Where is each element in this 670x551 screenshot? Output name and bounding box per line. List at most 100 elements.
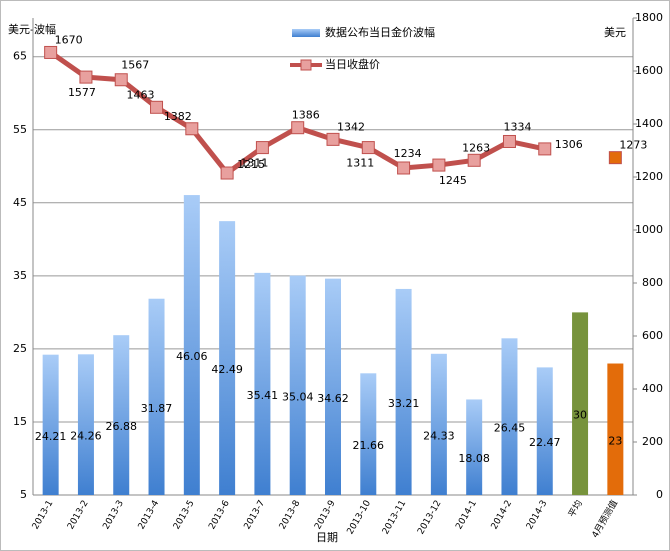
line-marker <box>326 132 340 146</box>
bar <box>77 354 94 495</box>
bar-label: 33.21 <box>388 397 420 410</box>
y2-tick-label: 1600 <box>635 64 663 77</box>
line-label: 1386 <box>292 109 320 122</box>
bar <box>325 278 341 495</box>
bar-label: 26.45 <box>494 422 526 435</box>
bar-label: 31.87 <box>141 402 173 415</box>
bar-label: 24.33 <box>423 429 455 442</box>
y2-tick-label: 0 <box>656 488 663 501</box>
y2-tick-label: 1200 <box>635 170 663 183</box>
y2-tick-label: 800 <box>642 276 663 289</box>
x-tick-label: 2013-4 <box>137 499 162 532</box>
bar <box>254 272 271 495</box>
bar-label: 23 <box>608 434 622 447</box>
line-marker <box>502 134 516 148</box>
bar <box>219 221 236 495</box>
bar <box>289 275 306 495</box>
bar <box>572 312 589 495</box>
x-tick-label: 2013-5 <box>172 499 197 532</box>
line-marker <box>467 153 481 167</box>
bar <box>607 363 624 495</box>
x-tick-label: 4月预测值 <box>589 498 620 540</box>
bar-label: 30 <box>573 409 587 422</box>
x-tick-label: 2014-2 <box>490 499 515 532</box>
x-tick-label: 2013-11 <box>381 499 408 537</box>
x-tick-label: 2013-1 <box>31 499 56 532</box>
bar-label: 24.26 <box>70 430 102 443</box>
bar <box>42 354 59 495</box>
line-marker <box>291 121 305 135</box>
bar-label: 24.21 <box>35 430 67 443</box>
x-tick-label: 平均 <box>565 498 584 520</box>
line-label: 1463 <box>127 88 155 101</box>
bar-label: 18.08 <box>458 452 490 465</box>
y2-tick-label: 600 <box>642 329 663 342</box>
line-label: 1263 <box>462 141 490 154</box>
x-tick-label: 2013-10 <box>346 499 374 537</box>
y-tick-label: 65 <box>13 50 27 63</box>
line-label: 1245 <box>439 174 467 187</box>
x-tick-label: 2014-1 <box>454 499 479 532</box>
y2-tick-label: 1000 <box>635 223 663 236</box>
x-tick-label: 2013-9 <box>313 499 338 532</box>
line-label: 1234 <box>394 147 422 160</box>
line-label: 1215 <box>237 158 265 171</box>
bar-label: 21.66 <box>353 439 385 452</box>
line-marker <box>44 45 58 59</box>
line-marker <box>432 158 446 172</box>
bar-label: 26.88 <box>105 420 137 433</box>
bar-label: 35.04 <box>282 390 314 403</box>
bar <box>430 353 447 495</box>
line-label: 1334 <box>503 120 531 133</box>
y2-tick-label: 1400 <box>635 117 663 130</box>
y2-tick-label: 1800 <box>635 11 663 24</box>
legend-label: 当日收盘价 <box>325 57 380 71</box>
y-tick-label: 45 <box>13 196 27 209</box>
bar <box>466 399 483 495</box>
line-marker <box>608 151 622 165</box>
line-marker <box>150 100 164 114</box>
bar <box>183 195 200 495</box>
y-tick-label: 25 <box>13 342 27 355</box>
line-label: 1311 <box>240 157 268 170</box>
x-tick-label: 2013-3 <box>101 499 126 532</box>
legend-swatch <box>292 29 320 37</box>
bar-label: 34.62 <box>317 392 349 405</box>
y-tick-label: 35 <box>13 269 27 282</box>
line-label: 1670 <box>55 33 83 46</box>
line-marker <box>114 73 128 87</box>
y2-tick-label: 200 <box>642 435 663 448</box>
bar <box>148 298 165 495</box>
y2-tick-label: 400 <box>642 382 663 395</box>
bar <box>536 367 553 495</box>
line-marker <box>397 161 411 175</box>
x-tick-label: 2013-12 <box>416 499 443 537</box>
y-tick-label: 5 <box>20 488 27 501</box>
line-marker <box>220 166 234 180</box>
x-tick-label: 2013-7 <box>243 499 268 532</box>
x-tick-label: 2014-3 <box>525 499 550 532</box>
line-label: 1382 <box>164 110 192 123</box>
line-marker <box>79 70 93 84</box>
line-label: 1567 <box>121 59 149 72</box>
line-label: 1306 <box>555 138 583 151</box>
y-axis-title: 美元-波幅 <box>8 23 56 36</box>
line-label: 1342 <box>337 120 365 133</box>
bar <box>360 373 377 495</box>
y-tick-label: 15 <box>13 415 27 428</box>
line-marker <box>361 141 375 155</box>
bar <box>501 338 518 495</box>
y2-axis-title: 美元 <box>604 26 626 39</box>
line-label: 1273 <box>619 139 647 152</box>
x-tick-label: 2013-2 <box>66 499 91 532</box>
bar-label: 35.41 <box>247 389 279 402</box>
legend-label: 数据公布当日金价波幅 <box>325 25 435 39</box>
x-tick-label: 2013-8 <box>278 499 303 532</box>
bar <box>113 335 130 495</box>
line-marker <box>538 142 552 156</box>
line-marker <box>185 122 199 136</box>
line-label: 1311 <box>346 157 374 170</box>
y-tick-label: 55 <box>13 123 27 136</box>
x-tick-label: 2013-6 <box>207 499 232 532</box>
